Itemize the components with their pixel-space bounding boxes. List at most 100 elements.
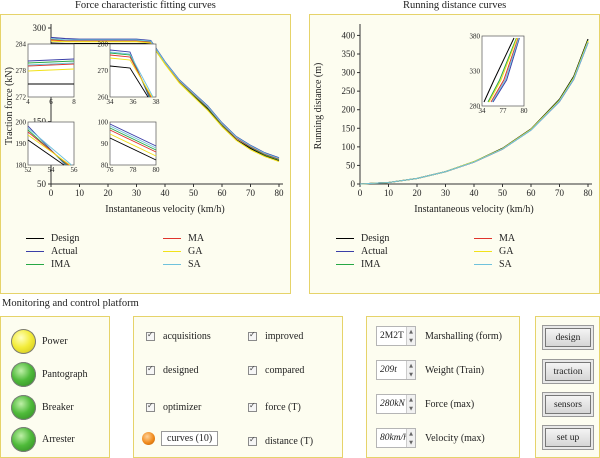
legend-item: SA [163, 259, 201, 270]
x-tick-label: 60 [218, 188, 228, 198]
stepper-arrows-icon[interactable]: ▲ ▼ [406, 327, 415, 345]
legend-swatch [336, 251, 354, 253]
legend-swatch [26, 251, 44, 253]
lamp-label: Pantograph [42, 368, 88, 380]
inset-line-ima [487, 37, 517, 103]
x-tick-label: 0 [49, 188, 54, 198]
inset-line-actual [27, 58, 75, 62]
legend-item: GA [163, 246, 202, 257]
param-weight: 209t ▲ ▼ Weight (Train) [376, 360, 484, 380]
checkbox-improved[interactable]: improved [248, 330, 304, 342]
design-button[interactable]: design [545, 328, 591, 347]
curves-field[interactable]: curves (10) [161, 431, 219, 446]
stepper-arrows-icon[interactable]: ▲ ▼ [406, 429, 415, 447]
checkbox-distance[interactable]: distance (T) [248, 435, 313, 447]
inset-y-tick-label: 100 [98, 119, 109, 127]
checkbox-label: improved [265, 331, 304, 342]
inset-line-design [27, 139, 65, 166]
checkbox-icon[interactable] [248, 364, 257, 375]
y-tick-label: 50 [37, 179, 47, 189]
legend-label: SA [188, 259, 201, 270]
x-tick-label: 20 [413, 188, 423, 198]
inset-x-tick-label: 6 [49, 98, 53, 106]
x-tick-label: 40 [470, 188, 480, 198]
pantograph-lamp-icon [11, 361, 36, 387]
inset-y-tick-label: 280 [470, 103, 481, 111]
stepper-arrows-icon[interactable]: ▲ ▼ [406, 361, 415, 379]
checkbox-icon[interactable] [146, 330, 155, 341]
checkbox-designed[interactable]: designed [146, 364, 199, 376]
legend-label: Design [51, 233, 80, 244]
x-tick-label: 70 [246, 188, 256, 198]
y-tick-label: 150 [342, 123, 356, 133]
inset-line-ga [488, 37, 518, 103]
checkbox-icon[interactable] [248, 435, 257, 446]
inset-frame [481, 35, 525, 107]
lamp-label: Breaker [42, 401, 74, 413]
inset-y-tick-label: 272 [16, 94, 27, 102]
checkbox-label: optimizer [163, 402, 202, 413]
legend-item: Design [26, 233, 79, 244]
legend-label: GA [188, 246, 203, 257]
x-tick-label: 30 [132, 188, 142, 198]
inset-y-tick-label: 278 [16, 67, 27, 75]
series-line-actual [50, 36, 280, 159]
inset-x-tick-label: 54 [48, 166, 56, 174]
inset-line-ima [109, 127, 157, 151]
x-tick-label: 0 [358, 188, 363, 198]
param-label: Velocity (max) [425, 432, 485, 444]
checkbox-icon[interactable] [248, 330, 257, 341]
checkbox-icon[interactable] [146, 401, 155, 412]
legend-swatch [336, 264, 354, 266]
checkbox-icon[interactable] [146, 364, 155, 375]
checkbox-icon[interactable] [248, 401, 257, 412]
legend-swatch [26, 264, 44, 266]
stepper-value: 280kN [380, 399, 405, 409]
lamp-arrester: Arrester [11, 425, 75, 453]
checkbox-optimizer[interactable]: optimizer [146, 401, 202, 413]
inset-line-ma [109, 129, 157, 153]
param-label: Weight (Train) [425, 364, 485, 376]
legend-item: Actual [26, 246, 78, 257]
force-stepper[interactable]: 280kN ▲ ▼ [376, 394, 416, 414]
legend-label: IMA [361, 259, 381, 270]
inset-x-tick-label: 4 [26, 98, 30, 106]
stepper-value: 2M2T [380, 331, 404, 341]
y-tick-label: 300 [342, 68, 356, 78]
velocity-stepper[interactable]: 80km/h ▲ ▼ [376, 428, 416, 448]
y-axis-label: Running distance (m) [313, 63, 324, 150]
curves-indicator-icon[interactable] [142, 432, 155, 445]
inset-y-tick-label: 190 [16, 140, 27, 148]
checkbox-compared[interactable]: compared [248, 364, 304, 376]
marshalling-stepper[interactable]: 2M2T ▲ ▼ [376, 326, 416, 346]
checkbox-label: designed [163, 365, 199, 376]
setup-button[interactable]: set up [545, 428, 591, 447]
inset-frame [109, 121, 157, 166]
weight-stepper[interactable]: 209t ▲ ▼ [376, 360, 416, 380]
inset-line-sa [109, 51, 154, 98]
legend-swatch [474, 264, 492, 266]
sensors-button[interactable]: sensors [545, 395, 591, 414]
checkbox-force[interactable]: force (T) [248, 401, 301, 413]
inset-y-tick-label: 260 [98, 94, 109, 102]
legend-label: MA [188, 233, 205, 244]
lamp-power: Power [11, 327, 68, 355]
series-line-ga [50, 40, 280, 163]
legend-label: IMA [51, 259, 71, 270]
inset-x-tick-label: 56 [71, 166, 79, 174]
legend-swatch [336, 238, 354, 240]
inset-y-tick-label: 330 [470, 68, 481, 76]
traction-button[interactable]: traction [545, 362, 591, 381]
stepper-value: 80km/h [380, 433, 408, 443]
power-lamp-icon [11, 328, 36, 354]
legend-swatch [474, 251, 492, 253]
series-line-sa [359, 42, 589, 185]
y-tick-label: 0 [351, 179, 356, 189]
stepper-arrows-icon[interactable]: ▲ ▼ [406, 395, 415, 413]
checkbox-acquisitions[interactable]: acquisitions [146, 330, 211, 342]
inset-x-tick-label: 80 [153, 166, 161, 174]
inset-y-tick-label: 200 [16, 119, 27, 127]
x-tick-label: 30 [441, 188, 451, 198]
legend-label: SA [499, 259, 512, 270]
platform-title: Monitoring and control platform [2, 298, 139, 309]
